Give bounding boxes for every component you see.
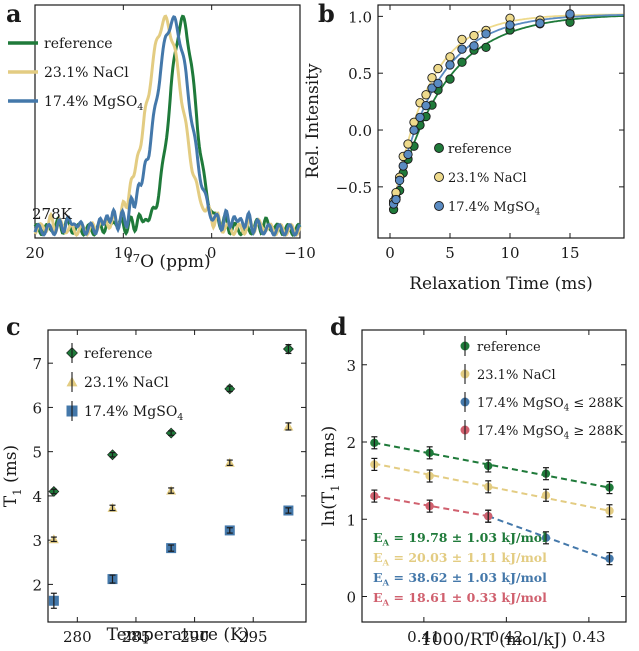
- legend-entry: 17.4% MgSO4 ≤ 288K: [477, 396, 623, 414]
- legend-entry: reference: [448, 142, 512, 157]
- y-axis-label: Rel. Intensity: [303, 63, 323, 179]
- x-tick-label: 15: [560, 244, 579, 262]
- data-point: [457, 57, 467, 67]
- data-point: [481, 42, 491, 53]
- x-tick-label: 295: [239, 628, 268, 646]
- x-tick-label: 0: [207, 244, 217, 262]
- y-tick-label: 3: [346, 357, 356, 375]
- y-tick-label: 1.0: [348, 8, 372, 26]
- data-point: [535, 18, 545, 28]
- data-point: [421, 90, 431, 100]
- y-tick-label: 0.5: [348, 65, 372, 83]
- panel-d-frame: [361, 329, 627, 623]
- data-point: [415, 112, 425, 122]
- legend-entry: 17.4% MgSO4: [44, 94, 143, 113]
- data-point: [391, 194, 401, 205]
- legend-entry: reference: [44, 36, 113, 52]
- panel-c-frame: [47, 329, 307, 623]
- y-tick-label: 0: [346, 589, 356, 607]
- data-point: [445, 74, 455, 84]
- legend-entry: 17.4% MgSO4 ≥ 288K: [477, 424, 623, 442]
- legend-marker: [434, 143, 444, 153]
- panel-label-b: b: [318, 0, 335, 28]
- panel-b-frame: [377, 4, 625, 239]
- x-axis-label: 17O (ppm): [125, 251, 210, 272]
- legend-entry: 23.1% NaCl: [448, 171, 527, 186]
- x-tick-label: 10: [114, 244, 133, 262]
- legend-entry: 23.1% NaCl: [84, 375, 169, 391]
- y-tick-label: 1: [346, 511, 356, 529]
- y-tick-label: 4: [32, 488, 42, 506]
- data-point: [457, 34, 467, 45]
- data-point: [445, 60, 455, 70]
- panel-label-a: a: [6, 0, 22, 28]
- x-tick-label: 0.41: [407, 628, 440, 646]
- x-tick-label: 0.43: [572, 628, 605, 646]
- y-tick-label: 5: [32, 444, 42, 462]
- x-tick-label: 280: [63, 628, 92, 646]
- data-point: [469, 30, 479, 41]
- activation-energy-label: EA = 38.62 ± 1.03 kJ/mol: [373, 570, 547, 589]
- x-tick-label: 0.42: [490, 628, 523, 646]
- data-point: [565, 9, 575, 19]
- y-tick-label: 6: [32, 399, 42, 417]
- panel-a: 20 10 0 −10 reference 23.1% NaCl 17.4% MgSO4 27…: [6, 0, 316, 272]
- y-tick-label: 0.0: [348, 122, 372, 140]
- x-tick-label: −10: [284, 244, 316, 262]
- data-point: [421, 100, 431, 111]
- data-point: [481, 29, 491, 39]
- activation-energy-label: EA = 19.78 ± 1.03 kJ/mol: [373, 530, 547, 549]
- legend-entry: 17.4% MgSO4: [448, 200, 541, 218]
- data-point: [394, 175, 405, 185]
- data-point: [433, 78, 443, 89]
- x-tick-label: 5: [445, 244, 455, 262]
- legend-entry: reference: [84, 346, 153, 362]
- legend-entry: 23.1% NaCl: [477, 368, 556, 383]
- x-tick-label: 20: [25, 244, 44, 262]
- data-point: [403, 149, 413, 160]
- panel-label-c: c: [6, 312, 21, 341]
- panel-a-frame: [34, 4, 301, 239]
- data-point: [445, 52, 455, 62]
- y-tick-label: 7: [32, 355, 42, 373]
- spectrum-line: [33, 15, 302, 237]
- y-axis-label: ln(T1 in ms): [319, 426, 342, 526]
- data-point: [427, 73, 437, 83]
- x-axis-label: 1000/RT (mol/kJ): [421, 630, 567, 650]
- y-tick-label: 2: [346, 434, 356, 452]
- y-tick-label: 3: [32, 532, 42, 550]
- x-axis-label: Temperature (K): [107, 625, 250, 645]
- data-point: [409, 125, 419, 135]
- y-axis-label: T1 (ms): [1, 445, 24, 507]
- y-tick-label: −0.5: [336, 179, 372, 197]
- x-tick-label: 10: [500, 244, 519, 262]
- x-tick-label: 285: [122, 628, 151, 646]
- activation-energy-label: EA = 20.03 ± 1.11 kJ/mol: [373, 550, 547, 569]
- data-point: [398, 161, 408, 171]
- temperature-annotation: 278K: [32, 205, 73, 223]
- data-point: [433, 63, 443, 74]
- data-point: [427, 83, 437, 93]
- legend-entry: 17.4% MgSO4: [84, 404, 183, 423]
- y-tick-label: 2: [32, 576, 42, 594]
- data-point: [505, 20, 515, 30]
- panel-label-d: d: [330, 312, 347, 341]
- panel-d: 0.41 0.42 0.43 0 1 2 3 reference 23.1% NaCl 17.4%…: [319, 312, 627, 650]
- panel-c: 280 285 290 295 2 3 4 5 6 7 reference 23.1% NaCl 17.…: [1, 312, 307, 646]
- x-axis-label: Relaxation Time (ms): [409, 274, 592, 294]
- data-point: [403, 139, 413, 149]
- legend-entry: reference: [477, 340, 541, 355]
- data-point: [457, 44, 467, 54]
- activation-energy-label: EA = 18.61 ± 0.33 kJ/mol: [373, 590, 547, 609]
- panel-b: 0 5 10 15 −0.5 0.0 0.5 1.0 reference 23.1% NaCl 17…: [303, 0, 625, 294]
- legend-marker: [434, 201, 444, 211]
- data-point: [469, 41, 479, 51]
- legend-entry: 23.1% NaCl: [44, 65, 129, 81]
- x-tick-label: 290: [180, 628, 209, 646]
- x-tick-label: 0: [385, 244, 395, 262]
- legend-marker: [434, 172, 444, 182]
